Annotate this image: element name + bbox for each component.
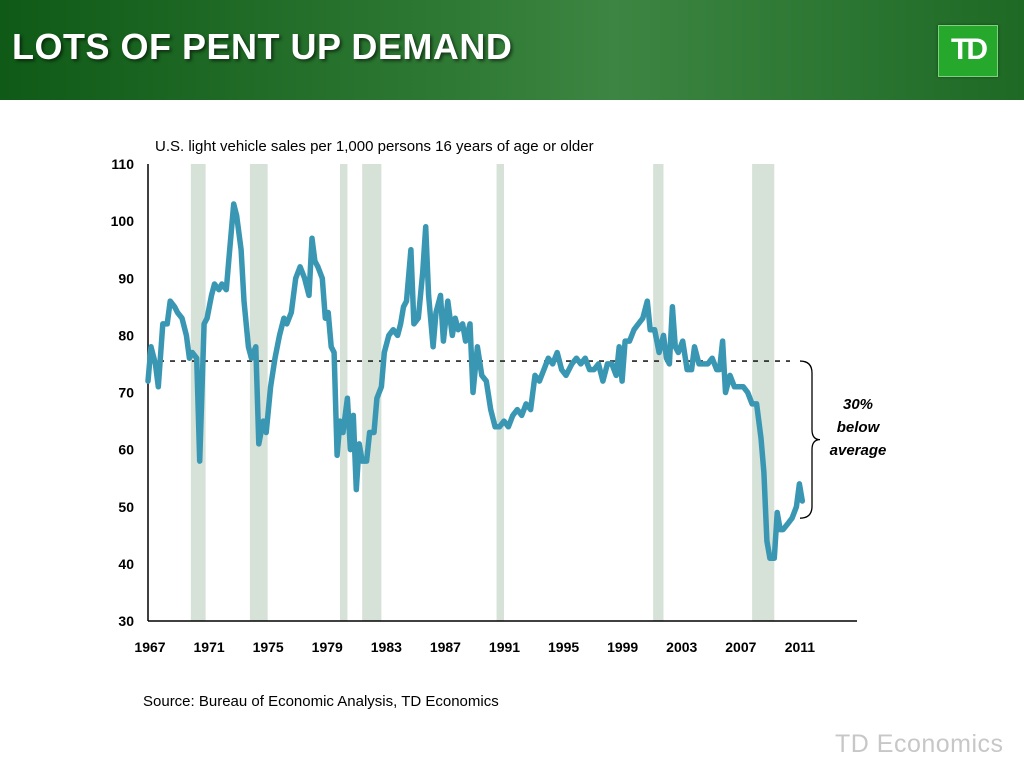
chart-subtitle: U.S. light vehicle sales per 1,000 perso… (155, 138, 594, 155)
y-tick-labels: 110 100 90 80 70 60 50 40 30 (111, 156, 135, 629)
y-tick-label: 100 (111, 213, 135, 229)
x-tick-label: 1979 (312, 639, 343, 655)
y-tick-label: 50 (118, 499, 134, 515)
recession-bands (190, 164, 775, 621)
y-tick-label: 80 (118, 327, 134, 343)
recession-band (362, 164, 382, 621)
x-tick-label: 2011 (785, 639, 816, 655)
y-tick-label: 110 (111, 156, 134, 172)
x-tick-label: 1999 (607, 639, 638, 655)
y-tick-label: 40 (118, 556, 134, 572)
x-tick-label: 1987 (430, 639, 461, 655)
recession-band (340, 164, 348, 621)
recession-band (496, 164, 504, 621)
source-note: Source: Bureau of Economic Analysis, TD … (143, 693, 499, 710)
recession-band (653, 164, 664, 621)
series-line (145, 201, 806, 561)
title-banner: LOTS OF PENT UP DEMAND TD (0, 0, 1024, 100)
annotation-brace (799, 360, 821, 519)
footer-brand: TD Economics (835, 730, 1004, 758)
y-tick-label: 30 (118, 613, 134, 629)
x-tick-label: 1983 (371, 639, 402, 655)
chart-axes (147, 164, 857, 622)
x-tick-label: 1975 (253, 639, 284, 655)
annotation-line-1: 30% (842, 396, 874, 413)
annotation-line-3: average (829, 442, 887, 459)
y-tick-label: 90 (118, 270, 134, 286)
x-tick-label: 1967 (134, 639, 165, 655)
td-logo-text: TD (951, 33, 988, 66)
recession-band (752, 164, 775, 621)
td-logo: TD (938, 25, 998, 77)
x-tick-label: 1991 (489, 639, 520, 655)
x-tick-label: 2007 (725, 639, 756, 655)
x-tick-label: 1971 (194, 639, 225, 655)
y-tick-label: 70 (118, 385, 134, 401)
y-tick-label: 60 (118, 442, 134, 458)
below-average-annotation: 30% below average (818, 393, 898, 462)
x-tick-label: 2003 (666, 639, 697, 655)
slide-title: LOTS OF PENT UP DEMAND (12, 26, 513, 67)
annotation-line-2: below (836, 419, 880, 436)
x-tick-label: 1995 (548, 639, 579, 655)
x-tick-labels: 1967 1971 1975 1979 1983 1987 1991 1995 1999 2003… (134, 639, 815, 655)
